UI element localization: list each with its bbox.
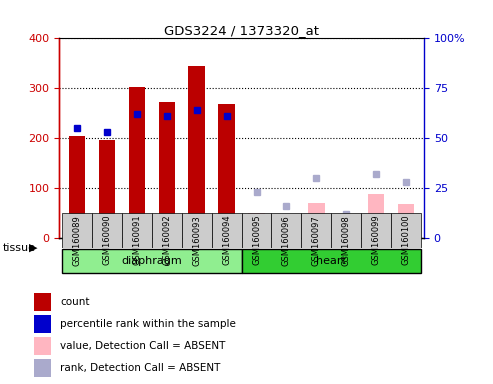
Bar <box>99 140 115 238</box>
Bar <box>92 213 122 248</box>
Bar <box>272 213 301 248</box>
Bar <box>242 249 421 273</box>
Text: GSM160090: GSM160090 <box>103 215 111 265</box>
Bar <box>308 203 324 238</box>
Bar <box>218 104 235 238</box>
Bar <box>62 249 242 273</box>
Text: GSM160099: GSM160099 <box>372 215 381 265</box>
Bar <box>62 213 92 248</box>
Text: GSM160096: GSM160096 <box>282 215 291 266</box>
Bar <box>331 213 361 248</box>
Bar <box>69 136 85 238</box>
Bar <box>152 213 182 248</box>
Bar <box>129 87 145 238</box>
Title: GDS3224 / 1373320_at: GDS3224 / 1373320_at <box>164 24 319 37</box>
Text: heart: heart <box>317 256 346 266</box>
Text: diaphragm: diaphragm <box>121 256 182 266</box>
Text: rank, Detection Call = ABSENT: rank, Detection Call = ABSENT <box>60 363 220 373</box>
Bar <box>188 66 205 238</box>
Text: GSM160089: GSM160089 <box>72 215 82 266</box>
Bar <box>301 213 331 248</box>
Text: count: count <box>60 297 90 307</box>
Bar <box>398 204 414 238</box>
Bar <box>34 359 51 377</box>
Bar <box>159 102 175 238</box>
Text: GSM160098: GSM160098 <box>342 215 351 266</box>
Bar <box>391 213 421 248</box>
Text: percentile rank within the sample: percentile rank within the sample <box>60 319 236 329</box>
Bar <box>182 213 211 248</box>
Text: ▶: ▶ <box>29 243 38 253</box>
Bar <box>278 230 295 238</box>
Bar <box>211 213 242 248</box>
Bar <box>361 213 391 248</box>
Text: value, Detection Call = ABSENT: value, Detection Call = ABSENT <box>60 341 225 351</box>
Bar <box>34 337 51 355</box>
Bar <box>242 213 272 248</box>
Bar <box>122 213 152 248</box>
Text: GSM160097: GSM160097 <box>312 215 321 266</box>
Bar <box>34 293 51 311</box>
Text: GSM160094: GSM160094 <box>222 215 231 265</box>
Bar <box>368 194 385 238</box>
Text: GSM160093: GSM160093 <box>192 215 201 266</box>
Bar <box>338 233 354 238</box>
Bar <box>248 213 265 238</box>
Text: GSM160095: GSM160095 <box>252 215 261 265</box>
Text: GSM160092: GSM160092 <box>162 215 171 265</box>
Text: tissue: tissue <box>2 243 35 253</box>
Text: GSM160091: GSM160091 <box>133 215 141 265</box>
Text: GSM160100: GSM160100 <box>401 215 411 265</box>
Bar <box>34 315 51 333</box>
